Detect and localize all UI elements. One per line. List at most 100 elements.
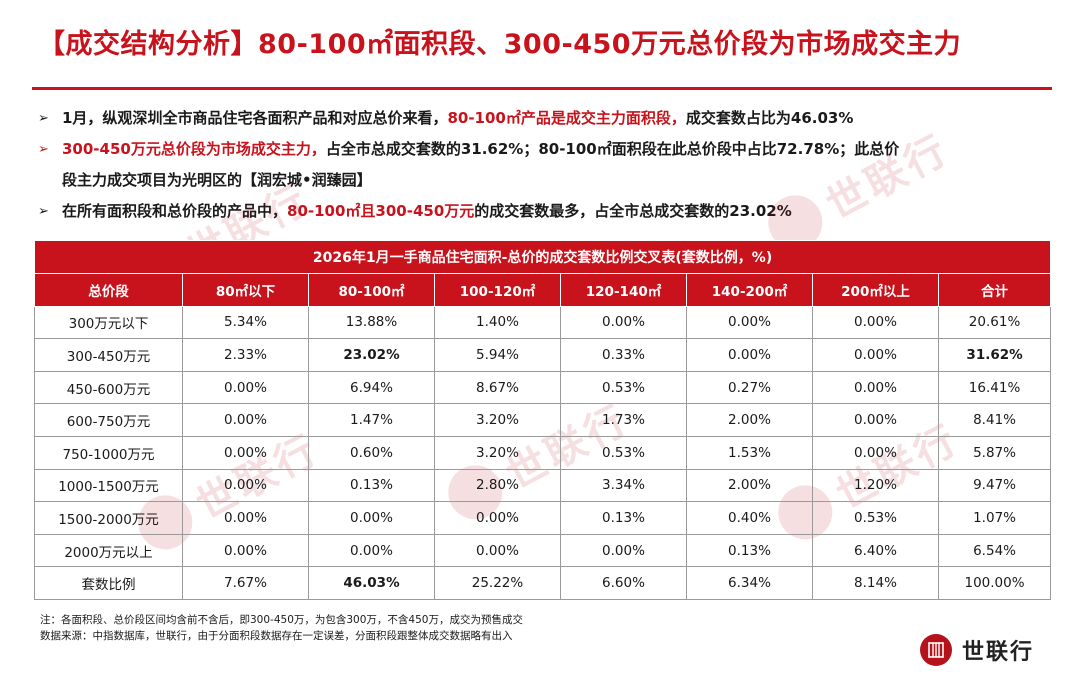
table-cell: 5.87% [937,435,1052,470]
table-cell: 6.40% [812,533,939,568]
row-label-cell: 2000万元以上 [34,533,183,568]
arrow-icon: ➢ [38,204,49,219]
table-cell: 31.62% [937,338,1052,372]
bullet-2-highlight: 300-450万元总价段为市场成交主力， [62,140,326,158]
table-cell: 0.00% [182,533,309,568]
bullet-3-text-a: 在所有面积段和总价段的产品中， [62,202,288,220]
bullet-1: ➢ 1月，纵观深圳全市商品住宅各面积产品和对应总价来看，80-100㎡产品是成交… [38,103,1048,134]
brand-logo: 世联行 [920,634,1034,666]
table-cell: 0.33% [560,338,687,372]
title-bar: 【成交结构分析】80-100㎡面积段、300-450万元总价段为市场成交主力 [0,0,1080,88]
table-cell: 1.73% [560,403,687,437]
bullet-3: ➢ 在所有面积段和总价段的产品中，80-100㎡且300-450万元的成交套数最… [38,196,1048,227]
table-cell: 0.40% [686,501,813,535]
table-header-row: 总价段 80㎡以下 80-100㎡ 100-120㎡ 120-140㎡ 140-200㎡ 2… [34,273,1052,307]
footnotes: 注：各面积段、总价段区间均含前不含后，即300-450万，为包含300万，不含4… [40,612,523,644]
table-cell: 0.00% [434,533,561,568]
table-cell: 1.47% [308,403,435,437]
row-label-cell: 300万元以下 [34,305,183,340]
table-cell: 20.61% [937,305,1052,340]
table-row: 300万元以下 5.34% 13.88% 1.40% 0.00% 0.00% 0.00% 20… [34,305,1052,340]
table-cell: 0.00% [182,501,309,535]
table-cell: 0.00% [182,403,309,437]
table-body: 300万元以下 5.34% 13.88% 1.40% 0.00% 0.00% 0.00% 20… [34,305,1052,600]
table-cell: 0.00% [812,305,939,340]
title-divider [32,87,1052,90]
table-cell: 0.00% [812,338,939,372]
table-cell: 8.67% [434,370,561,405]
table-cell: 0.00% [812,435,939,470]
row-label-cell: 450-600万元 [34,370,183,405]
table-header-cell: 80-100㎡ [308,273,435,307]
page-title: 【成交结构分析】80-100㎡面积段、300-450万元总价段为市场成交主力 [38,29,962,60]
table-cell: 8.14% [812,566,939,600]
table-cell: 0.00% [560,533,687,568]
arrow-icon: ➢ [38,142,49,157]
row-label-cell: 300-450万元 [34,338,183,372]
table-header-cell: 合计 [937,273,1052,307]
footnote-source: 数据来源：中指数据库，世联行，由于分面积段数据存在一定误差，分面积段跟整体成交数… [40,630,513,642]
table-cell: 0.00% [308,501,435,535]
footnote-scope: 注：各面积段、总价段区间均含前不含后，即300-450万，为包含300万，不含4… [40,614,523,626]
bullet-1-text-a: 1月，纵观深圳全市商品住宅各面积产品和对应总价来看， [62,109,448,127]
table-cell: 0.00% [434,501,561,535]
table-cell: 46.03% [308,566,435,600]
bullet-2-text-a: 占全市总成交套数的31.62%；80-100㎡面积段在此总价段中占比72.78%… [325,140,900,158]
table-cell: 3.20% [434,435,561,470]
table-cell: 6.60% [560,566,687,600]
table-cell: 0.60% [308,435,435,470]
table-cell: 100.00% [937,566,1052,600]
table-row: 600-750万元 0.00% 1.47% 3.20% 1.73% 2.00% 0.00% 8… [34,403,1052,437]
table-cell: 0.53% [560,435,687,470]
table-cell: 0.00% [812,370,939,405]
table-cell: 2.00% [686,403,813,437]
table-cell: 9.47% [937,468,1052,503]
table-cell: 0.13% [560,501,687,535]
table-row: 套数比例 7.67% 46.03% 25.22% 6.60% 6.34% 8.14% 100.… [34,566,1052,600]
table-row: 300-450万元 2.33% 23.02% 5.94% 0.33% 0.00% 0.00%… [34,338,1052,372]
table-cell: 5.94% [434,338,561,372]
table-cell: 3.20% [434,403,561,437]
table-cell: 0.53% [812,501,939,535]
table-cell: 0.00% [182,468,309,503]
row-label-cell: 1000-1500万元 [34,468,183,503]
bullet-list: ➢ 1月，纵观深圳全市商品住宅各面积产品和对应总价来看，80-100㎡产品是成交… [38,103,1048,227]
table-cell: 3.34% [560,468,687,503]
table-cell: 0.13% [686,533,813,568]
table-cell: 16.41% [937,370,1052,405]
row-label-cell: 套数比例 [34,566,183,600]
bullet-2-text-b: 段主力成交项目为光明区的【润宏城•润臻园】 [62,171,372,189]
bullet-2: ➢ 300-450万元总价段为市场成交主力，占全市总成交套数的31.62%；80… [38,134,1048,196]
table-cell: 1.20% [812,468,939,503]
bullet-3-highlight: 80-100㎡且300-450万元 [287,202,475,220]
table-header-cell: 100-120㎡ [434,273,561,307]
cross-table: 2026年1月一手商品住宅面积-总价的成交套数比例交叉表(套数比例，%) 总价段… [33,240,1052,600]
arrow-icon: ➢ [38,111,49,126]
logo-mark-icon [920,634,952,666]
table-cell: 0.53% [560,370,687,405]
bullet-1-highlight: 80-100㎡产品是成交主力面积段， [447,109,686,127]
row-label-cell: 750-1000万元 [34,435,183,470]
table-cell: 0.27% [686,370,813,405]
table-row: 1000-1500万元 0.00% 0.13% 2.80% 3.34% 2.00% 1.20… [34,468,1052,503]
table-row: 750-1000万元 0.00% 0.60% 3.20% 0.53% 1.53% 0.00%… [34,435,1052,470]
table-caption: 2026年1月一手商品住宅面积-总价的成交套数比例交叉表(套数比例，%) [33,240,1052,274]
table-cell: 23.02% [308,338,435,372]
row-label-cell: 1500-2000万元 [34,501,183,535]
table-cell: 0.00% [686,305,813,340]
table-header-cell: 140-200㎡ [686,273,813,307]
table-cell: 1.40% [434,305,561,340]
table-cell: 0.00% [308,533,435,568]
table-cell: 8.41% [937,403,1052,437]
table-header-cell: 200㎡以上 [812,273,939,307]
table-cell: 6.54% [937,533,1052,568]
table-cell: 2.80% [434,468,561,503]
table-cell: 0.00% [182,370,309,405]
table-header-cell: 总价段 [34,273,183,307]
table-cell: 1.53% [686,435,813,470]
table-cell: 5.34% [182,305,309,340]
table-header-cell: 80㎡以下 [182,273,309,307]
table-row: 450-600万元 0.00% 6.94% 8.67% 0.53% 0.27% 0.00% 1… [34,370,1052,405]
table-cell: 6.34% [686,566,813,600]
table-cell: 13.88% [308,305,435,340]
